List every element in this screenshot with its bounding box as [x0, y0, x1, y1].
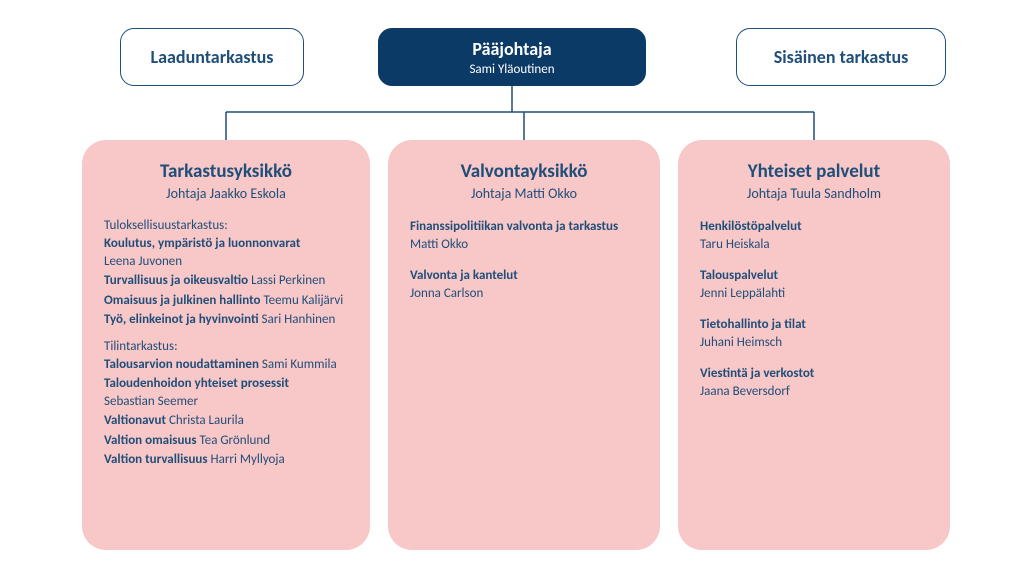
- unit-item: Valvonta ja kantelut Jonna Carlson: [410, 267, 638, 302]
- section-label: Tuloksellisuustarkastus:: [104, 218, 348, 233]
- unit-subtitle: Johtaja Jaakko Eskola: [104, 185, 348, 202]
- unit-item: Valtion omaisuus Tea Grönlund: [104, 432, 348, 450]
- unit-box: Valvontayksikkö Johtaja Matti Okko Finanss…: [388, 140, 660, 550]
- item-name: Turvallisuus ja oikeusvaltio: [104, 273, 248, 288]
- item-person: Lassi Perkinen: [251, 273, 325, 288]
- item-person: Jaana Beversdorf: [700, 383, 928, 401]
- item-person: Jonna Carlson: [410, 285, 638, 303]
- unit-item: Omaisuus ja julkinen hallinto Teemu Kali…: [104, 292, 348, 310]
- item-name: Finanssipolitiikan valvonta ja tarkastus: [410, 219, 618, 234]
- item-person: Christa Laurila: [169, 413, 244, 428]
- item-name: Henkilöstöpalvelut: [700, 219, 802, 234]
- item-name: Viestintä ja verkostot: [700, 366, 814, 381]
- top-right-box: Sisäinen tarkastus: [736, 28, 946, 86]
- org-chart: Laaduntarkastus Pääjohtaja Sami Yläoutin…: [0, 0, 1024, 576]
- unit-box: Tarkastusyksikkö Johtaja Jaakko Eskola Tul…: [82, 140, 370, 550]
- section-label: Tilintarkastus:: [104, 339, 348, 354]
- item-name: Tietohallinto ja tilat: [700, 317, 806, 332]
- item-name: Valtionavut: [104, 413, 166, 428]
- unit-item: Finanssipolitiikan valvonta ja tarkastus…: [410, 218, 638, 253]
- unit-title: Tarkastusyksikkö: [104, 160, 348, 183]
- top-left-label: Laaduntarkastus: [151, 46, 274, 68]
- item-name: Talouspalvelut: [700, 268, 778, 283]
- top-main-title: Pääjohtaja: [472, 38, 551, 60]
- item-name: Valtion omaisuus: [104, 433, 197, 448]
- item-person: Juhani Heimsch: [700, 334, 928, 352]
- top-main-box: Pääjohtaja Sami Yläoutinen: [378, 28, 646, 86]
- unit-item: Turvallisuus ja oikeusvaltio Lassi Perki…: [104, 272, 348, 290]
- top-right-label: Sisäinen tarkastus: [774, 46, 909, 68]
- item-name: Työ, elinkeinot ja hyvinvointi: [104, 312, 259, 327]
- item-name: Talousarvion noudattaminen: [104, 357, 259, 372]
- unit-title: Valvontayksikkö: [410, 160, 638, 183]
- item-person: Sebastian Seemer: [104, 393, 348, 411]
- item-name: Taloudenhoidon yhteiset prosessit: [104, 376, 289, 391]
- unit-subtitle: Johtaja Matti Okko: [410, 185, 638, 202]
- item-name: Omaisuus ja julkinen hallinto: [104, 293, 260, 308]
- item-person: Teemu Kalijärvi: [263, 293, 343, 308]
- item-name: Koulutus, ympäristö ja luonnonvarat: [104, 236, 300, 251]
- unit-item: Valtion turvallisuus Harri Myllyoja: [104, 451, 348, 469]
- unit-item: Talouspalvelut Jenni Leppälahti: [700, 267, 928, 302]
- item-person: Sari Hanhinen: [262, 312, 336, 327]
- unit-item: Koulutus, ympäristö ja luonnonvarat Leena…: [104, 235, 348, 270]
- unit-item: Valtionavut Christa Laurila: [104, 412, 348, 430]
- top-left-box: Laaduntarkastus: [120, 28, 304, 86]
- item-name: Valtion turvallisuus: [104, 452, 208, 467]
- unit-item: Henkilöstöpalvelut Taru Heiskala: [700, 218, 928, 253]
- unit-subtitle: Johtaja Tuula Sandholm: [700, 185, 928, 202]
- item-person: Taru Heiskala: [700, 236, 928, 254]
- unit-title: Yhteiset palvelut: [700, 160, 928, 183]
- unit-item: Työ, elinkeinot ja hyvinvointi Sari Hanh…: [104, 311, 348, 329]
- item-person: Matti Okko: [410, 236, 638, 254]
- unit-item: Tietohallinto ja tilat Juhani Heimsch: [700, 316, 928, 351]
- item-name: Valvonta ja kantelut: [410, 268, 518, 283]
- item-person: Sami Kummila: [262, 357, 337, 372]
- item-person: Harri Myllyoja: [211, 452, 285, 467]
- top-main-subtitle: Sami Yläoutinen: [469, 62, 554, 77]
- item-person: Leena Juvonen: [104, 253, 348, 271]
- unit-item: Taloudenhoidon yhteiset prosessit Sebasti…: [104, 375, 348, 410]
- unit-item: Viestintä ja verkostot Jaana Beversdorf: [700, 365, 928, 400]
- item-person: Jenni Leppälahti: [700, 285, 928, 303]
- item-person: Tea Grönlund: [200, 433, 271, 448]
- unit-box: Yhteiset palvelut Johtaja Tuula Sandholm H…: [678, 140, 950, 550]
- unit-item: Talousarvion noudattaminen Sami Kummila: [104, 356, 348, 374]
